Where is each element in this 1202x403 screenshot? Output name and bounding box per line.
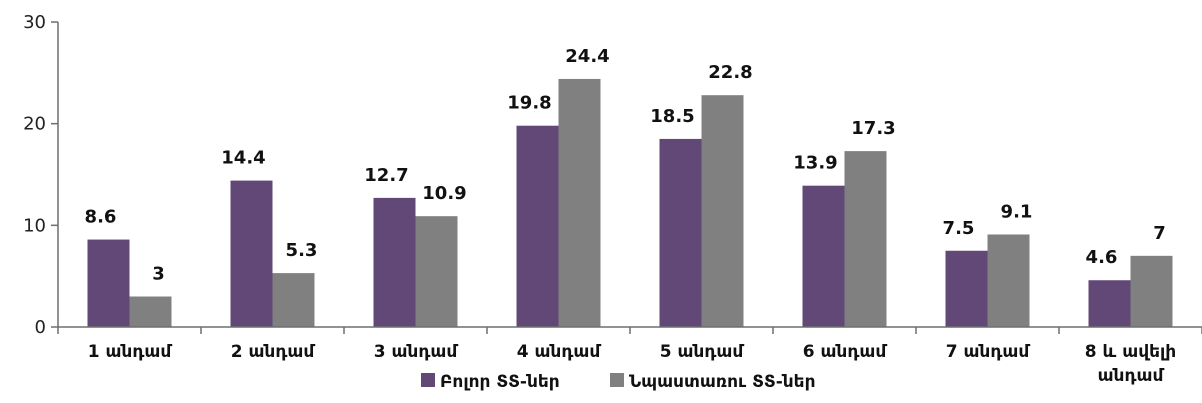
bar-beneficiary-households-8 [1130,255,1173,327]
data-label: 10.9 [422,183,466,204]
bar-all-households-7 [945,250,988,327]
bar-all-households-4 [516,125,559,327]
bar-all-households-3 [373,197,416,327]
bar-beneficiary-households-1 [129,296,172,327]
bar-all-households-1 [87,239,130,327]
y-tick-label: 10 [23,215,46,236]
legend-label: Բոլոր ՏՏ-ներ [440,372,560,392]
bar-beneficiary-households-2 [272,273,315,327]
bar-beneficiary-households-5 [701,95,744,327]
legend: Բոլոր ՏՏ-ներ Նպաստառու ՏՏ-ներ [421,372,816,392]
data-label: 4.6 [1086,247,1118,268]
data-label: 18.5 [650,106,694,127]
legend-swatch [610,373,624,387]
data-label: 13.9 [793,153,837,174]
bar-all-households-8 [1088,280,1131,327]
bar-all-households-5 [659,138,702,327]
bar-all-households-6 [802,185,845,327]
data-label: 12.7 [364,165,408,186]
data-label: 19.8 [507,93,551,114]
x-tick-label: 7 անդամ [946,342,1031,362]
y-tick-label: 20 [23,114,46,135]
data-label: 8.6 [85,207,117,228]
bar-beneficiary-households-6 [844,151,887,327]
data-label: 5.3 [286,240,318,261]
data-label: 14.4 [221,148,265,169]
data-label: 7 [1153,223,1166,244]
bar-beneficiary-households-3 [415,216,458,327]
labels-layer: 8.6 3 1 անդամ 14.4 5.3 2 անդամ 12.7 10.9 3 անդամ… [85,46,1177,386]
y-tick-label: 30 [23,12,46,33]
x-tick-label: 2 անդամ [231,342,316,362]
bar-beneficiary-households-4 [558,78,601,327]
x-tick-label: 3 անդամ [374,342,459,362]
x-tick-label: 4 անդամ [517,342,602,362]
bar-beneficiary-households-7 [987,234,1030,327]
data-label: 24.4 [565,46,609,67]
data-label: 9.1 [1001,201,1033,222]
axes-layer: 0 10 20 30 [23,12,1202,338]
data-label: 7.5 [943,218,975,239]
x-tick-label: 8 և ավելի անդամ [1085,342,1176,386]
bars-layer [87,78,1173,327]
x-tick-label: 6 անդամ [803,342,888,362]
bar-all-households-2 [230,180,273,327]
y-tick-label: 0 [35,317,46,338]
data-label: 3 [152,264,165,285]
legend-label: Նպաստառու ՏՏ-ներ [629,372,816,392]
data-label: 22.8 [708,62,752,83]
legend-swatch [421,373,435,387]
x-tick-label: 5 անդամ [660,342,745,362]
x-tick-label: 1 անդամ [88,342,173,362]
data-label: 17.3 [851,118,895,139]
